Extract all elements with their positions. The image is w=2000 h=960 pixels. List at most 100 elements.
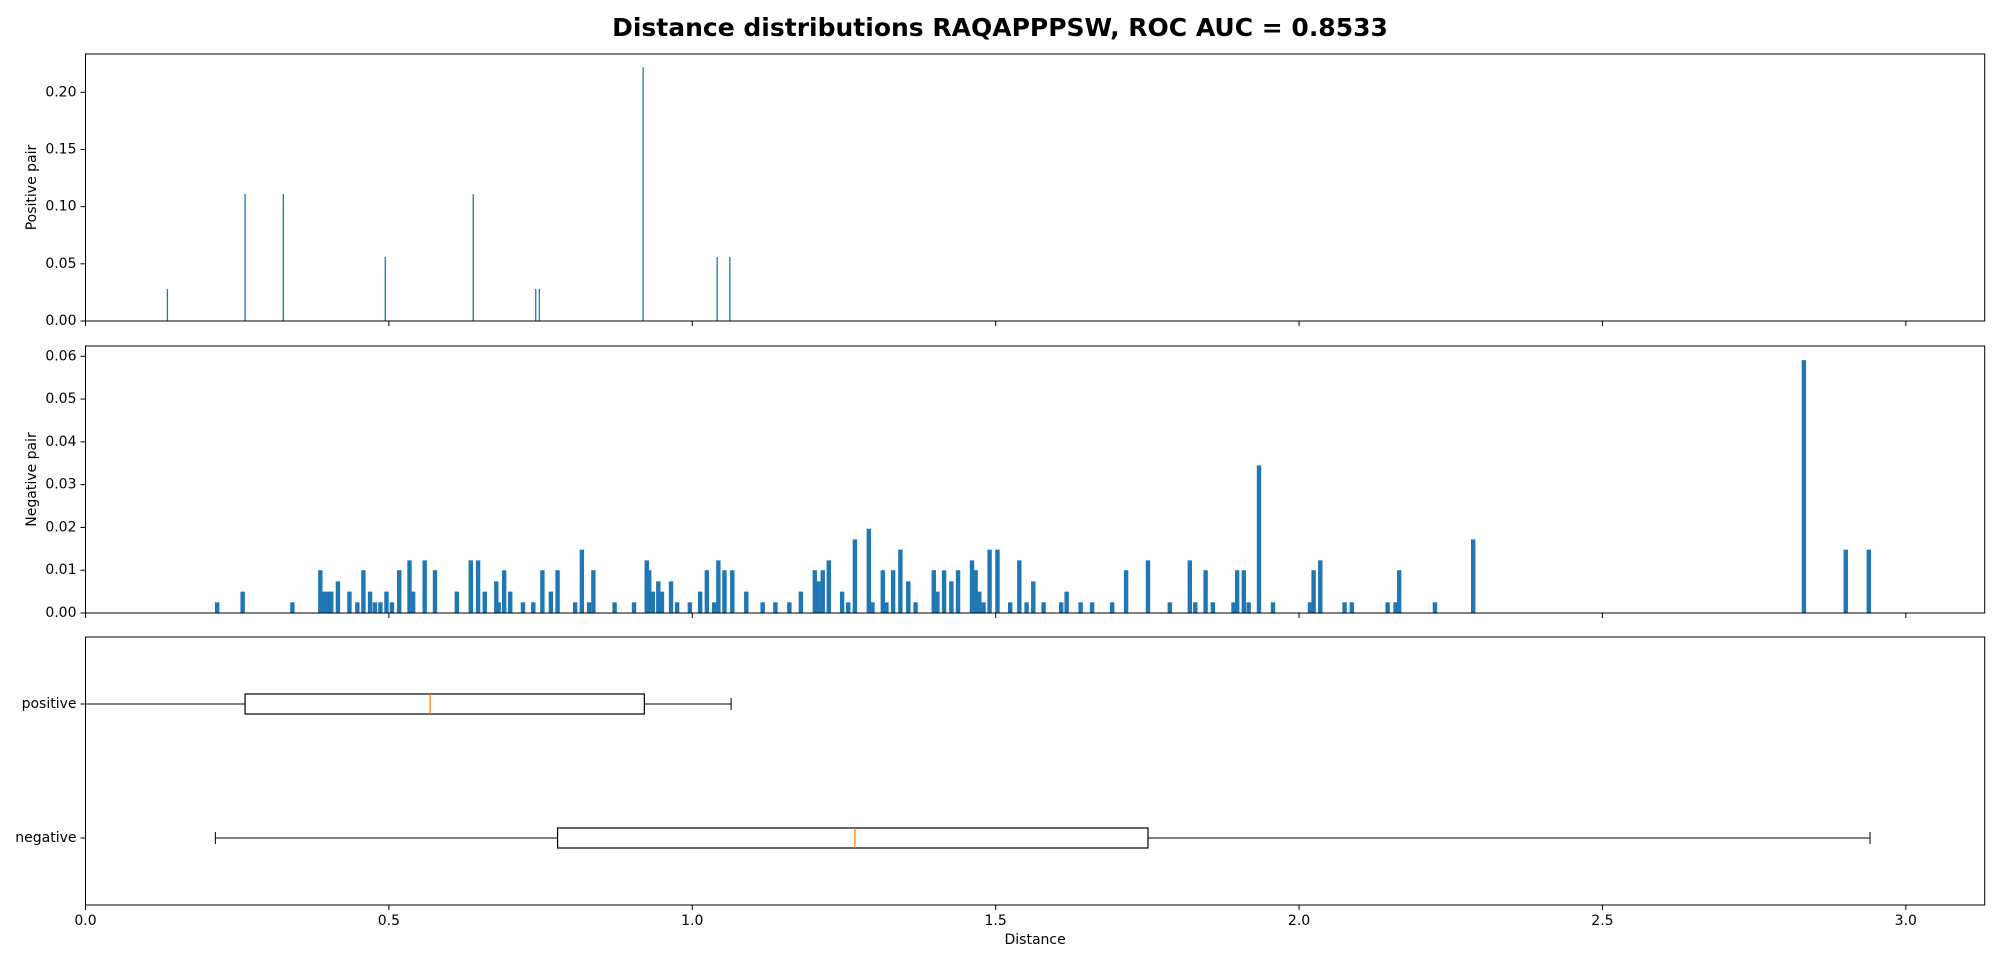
bar [729, 256, 731, 321]
bar [1801, 360, 1807, 613]
bar [668, 581, 674, 613]
bar [687, 602, 693, 613]
x-tick-label: 1.5 [985, 913, 1007, 929]
y-tick-label: 0.20 [45, 84, 76, 100]
axes-frame [85, 53, 1986, 322]
bar [454, 591, 460, 613]
bar [852, 539, 858, 613]
bar [744, 591, 749, 613]
bar [1231, 602, 1236, 613]
bar [1470, 539, 1476, 613]
x-tick-label: 1.0 [681, 913, 703, 929]
bar [355, 602, 360, 613]
bar [1270, 602, 1276, 613]
bar [472, 194, 474, 321]
bar [1256, 465, 1262, 613]
bar [531, 602, 536, 613]
bar [816, 581, 821, 613]
bar [1008, 602, 1013, 613]
bar [1843, 549, 1848, 613]
axes-frame [85, 345, 1986, 614]
bar [1145, 560, 1151, 613]
bar [1089, 602, 1095, 613]
bar [955, 570, 961, 613]
bar [1123, 570, 1129, 613]
bar [866, 528, 872, 613]
bar [1078, 602, 1083, 613]
bar [704, 570, 710, 613]
bar [890, 570, 896, 613]
bar [1241, 570, 1247, 613]
bar [1866, 549, 1872, 613]
bar [422, 560, 427, 613]
bar [496, 602, 501, 613]
bar [494, 581, 499, 613]
bar [475, 560, 481, 613]
x-tick-label: 0.5 [378, 913, 400, 929]
bar [1234, 570, 1240, 613]
bar [1385, 602, 1390, 613]
bar [995, 549, 1000, 613]
x-tick-label: 2.0 [1288, 913, 1310, 929]
bar [1311, 570, 1316, 613]
box [244, 693, 645, 715]
bar [347, 591, 352, 613]
bar [555, 570, 560, 613]
bar [870, 602, 875, 613]
bar [321, 591, 327, 613]
bar [1393, 602, 1398, 613]
bar [1396, 570, 1402, 613]
bar [839, 591, 845, 613]
y-tick-label: 0.05 [45, 391, 76, 407]
bar [591, 570, 596, 613]
bar [318, 570, 323, 613]
bar [1167, 602, 1173, 613]
bar [935, 591, 940, 613]
bar [1349, 602, 1355, 613]
bar [1024, 602, 1029, 613]
bar [501, 570, 507, 613]
y-tick-label: 0.04 [45, 434, 76, 450]
bar [372, 602, 378, 613]
x-axis-label: Distance [1004, 932, 1065, 948]
y-tick-label: 0.01 [45, 562, 76, 578]
bar [579, 549, 585, 613]
box [556, 827, 1149, 849]
bar [1017, 560, 1022, 613]
bar [335, 581, 341, 613]
bar [631, 602, 637, 613]
bar [548, 591, 554, 613]
bar [716, 256, 718, 321]
bar [329, 591, 334, 613]
bar [1342, 602, 1347, 613]
bar [812, 570, 818, 613]
bar [977, 591, 982, 613]
bar [290, 602, 295, 613]
bar [969, 560, 975, 613]
bar [1031, 581, 1036, 613]
y-axis-label: Positive pair [24, 144, 40, 230]
bar [656, 581, 661, 613]
bar [538, 288, 541, 321]
bar [898, 549, 903, 613]
bar [650, 591, 656, 613]
y-tick-label: 0.00 [45, 313, 76, 329]
bar [1058, 602, 1064, 613]
bar [644, 560, 649, 613]
bar [384, 591, 389, 613]
bar [1307, 602, 1313, 613]
bar [361, 570, 366, 613]
bar [397, 570, 402, 613]
bar [949, 581, 954, 613]
bar [646, 570, 652, 613]
bar [981, 602, 986, 613]
bar [1246, 602, 1251, 613]
y-tick-label: negative [15, 830, 76, 846]
bar [535, 288, 537, 321]
bar [378, 602, 383, 613]
y-tick-label: positive [22, 696, 77, 712]
bar [540, 570, 545, 613]
bar [1187, 560, 1193, 613]
bar [325, 591, 330, 613]
bar [906, 581, 911, 613]
